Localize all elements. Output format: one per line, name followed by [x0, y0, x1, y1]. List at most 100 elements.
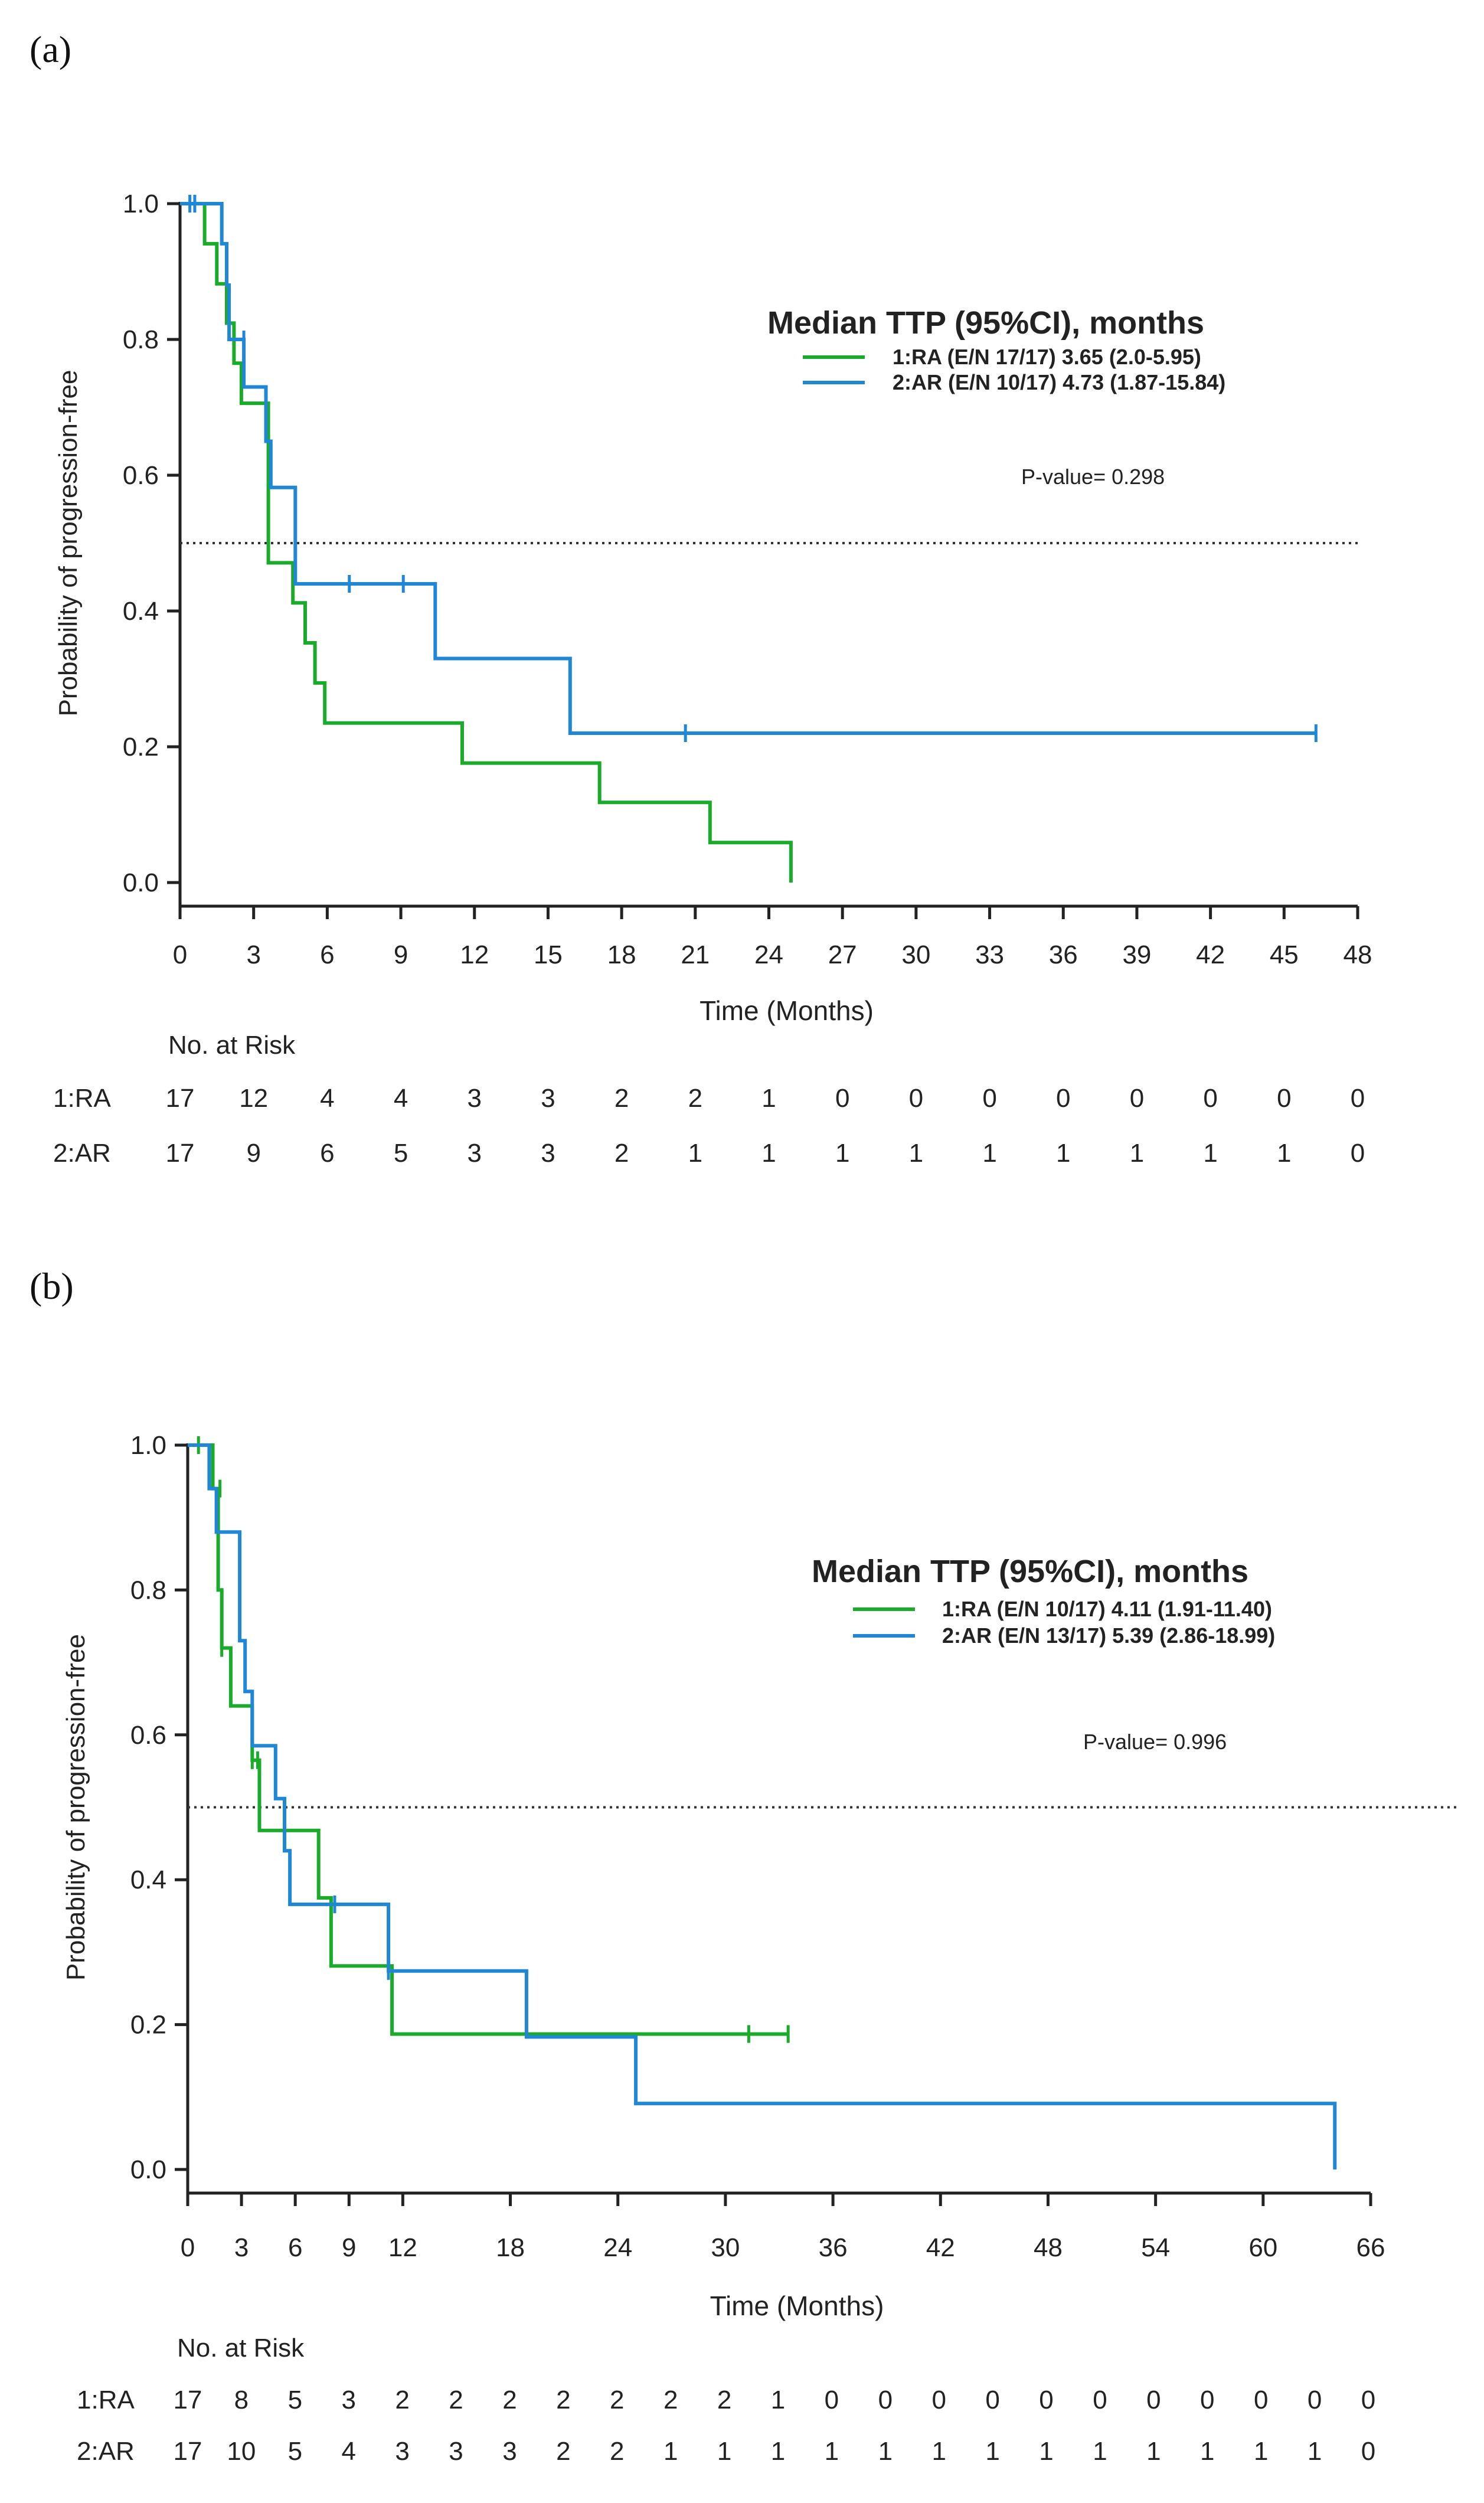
risk-count: 2: [610, 2437, 624, 2466]
x-tick-label: 24: [603, 2233, 632, 2262]
risk-count: 0: [1277, 1084, 1291, 1113]
risk-count: 6: [320, 1139, 334, 1168]
legend-entry: 1:RA (E/N 17/17) 3.65 (2.0-5.95): [893, 345, 1201, 369]
risk-count: 17: [166, 1084, 195, 1113]
risk-count: 0: [1361, 2386, 1375, 2414]
risk-count: 0: [1130, 1084, 1144, 1113]
y-tick-label: 0.0: [123, 868, 159, 897]
risk-count: 8: [234, 2386, 249, 2414]
risk-table-title: No. at Risk: [177, 2334, 305, 2363]
x-tick-label: 0: [173, 940, 187, 969]
risk-count: 2: [614, 1139, 629, 1168]
risk-count: 17: [166, 1139, 195, 1168]
x-tick-label: 3: [246, 940, 260, 969]
risk-count: 1: [1277, 1139, 1291, 1168]
risk-count: 2: [502, 2386, 517, 2414]
x-tick-label: 33: [975, 940, 1004, 969]
x-tick-label: 48: [1034, 2233, 1063, 2262]
risk-count: 1: [771, 2386, 785, 2414]
legend-entry: 1:RA (E/N 10/17) 4.11 (1.91-11.40): [942, 1597, 1272, 1621]
risk-count: 1: [985, 2437, 999, 2466]
x-tick-label: 12: [388, 2233, 417, 2262]
x-tick-label: 39: [1122, 940, 1151, 969]
risk-count: 0: [1351, 1139, 1365, 1168]
risk-count: 1: [931, 2437, 946, 2466]
risk-count: 0: [1351, 1084, 1365, 1113]
x-tick-label: 36: [819, 2233, 848, 2262]
x-tick-label: 36: [1049, 940, 1078, 969]
x-tick-label: 60: [1248, 2233, 1277, 2262]
x-tick-label: 27: [828, 940, 857, 969]
risk-count: 1: [1200, 2437, 1214, 2466]
risk-count: 3: [541, 1139, 555, 1168]
risk-count: 3: [541, 1084, 555, 1113]
legend-title: Median TTP (95%CI), months: [812, 1554, 1248, 1589]
risk-count: 1: [717, 2437, 731, 2466]
x-tick-label: 54: [1141, 2233, 1170, 2262]
risk-count: 0: [931, 2386, 946, 2414]
risk-count: 1: [761, 1139, 776, 1168]
risk-count: 2: [395, 2386, 409, 2414]
x-tick-label: 6: [320, 940, 334, 969]
p-value: P-value= 0.996: [1083, 1730, 1227, 1754]
risk-count: 4: [394, 1084, 408, 1113]
risk-count: 2: [610, 2386, 624, 2414]
legend-entry: 2:AR (E/N 10/17) 4.73 (1.87-15.84): [893, 370, 1225, 394]
x-tick-label: 21: [681, 940, 710, 969]
risk-count: 5: [288, 2386, 302, 2414]
risk-count: 1: [825, 2437, 839, 2466]
x-tick-label: 6: [288, 2233, 302, 2262]
risk-count: 1: [1056, 1139, 1070, 1168]
risk-count: 1: [1308, 2437, 1322, 2466]
risk-count: 0: [1093, 2386, 1107, 2414]
x-tick-label: 42: [926, 2233, 955, 2262]
x-tick-label: 3: [234, 2233, 249, 2262]
y-tick-label: 0.6: [130, 1721, 166, 1750]
risk-count: 2: [663, 2386, 678, 2414]
risk-count: 0: [1039, 2386, 1053, 2414]
risk-count: 0: [982, 1084, 996, 1113]
risk-count: 0: [825, 2386, 839, 2414]
risk-count: 0: [909, 1084, 923, 1113]
km-panel-a: (a) 0.0 0.2 0.4 0.6 0.8 1.0 Probability of prog…: [30, 28, 1372, 1168]
risk-count: 1: [1093, 2437, 1107, 2466]
risk-count: 2: [449, 2386, 463, 2414]
risk-count: 2: [688, 1084, 702, 1113]
risk-count: 0: [1146, 2386, 1161, 2414]
y-tick-label: 0.8: [130, 1576, 166, 1605]
risk-count: 12: [239, 1084, 268, 1113]
risk-count: 0: [1361, 2437, 1375, 2466]
x-tick-label: 18: [607, 940, 636, 969]
risk-count: 3: [468, 1084, 482, 1113]
risk-row-label: 2:AR: [77, 2437, 135, 2466]
risk-count: 3: [502, 2437, 517, 2466]
risk-count: 9: [246, 1139, 260, 1168]
y-tick-label: 1.0: [123, 189, 159, 218]
risk-row-label: 1:RA: [77, 2386, 135, 2414]
y-tick-label: 0.4: [123, 597, 159, 626]
x-tick-label: 48: [1344, 940, 1372, 969]
risk-count: 1: [1039, 2437, 1053, 2466]
y-axis-label: Probability of progression-free: [54, 370, 83, 717]
panel-label: (b): [30, 1265, 74, 1307]
risk-count: 1: [909, 1139, 923, 1168]
x-axis-label: Time (Months): [699, 995, 874, 1026]
x-tick-label: 66: [1356, 2233, 1385, 2262]
risk-count: 0: [1203, 1084, 1217, 1113]
risk-count: 4: [341, 2437, 355, 2466]
x-tick-label: 9: [342, 2233, 356, 2262]
x-tick-label: 12: [460, 940, 489, 969]
risk-count: 3: [449, 2437, 463, 2466]
risk-count: 1: [1130, 1139, 1144, 1168]
risk-count: 1: [761, 1084, 776, 1113]
x-tick-label: 0: [181, 2233, 195, 2262]
risk-count: 2: [614, 1084, 629, 1113]
y-axis-label: Probability of progression-free: [61, 1634, 90, 1981]
risk-count: 1: [878, 2437, 893, 2466]
risk-count: 2: [556, 2437, 570, 2466]
km-curve-1-ra: [180, 202, 793, 883]
risk-count: 1: [1146, 2437, 1161, 2466]
y-tick-label: 0.0: [130, 2155, 166, 2184]
y-tick-label: 1.0: [130, 1431, 166, 1460]
km-panel-b: (b) 0.0 0.2 0.4 0.6 0.8 1.0 Probability of prog…: [30, 1265, 1459, 2466]
